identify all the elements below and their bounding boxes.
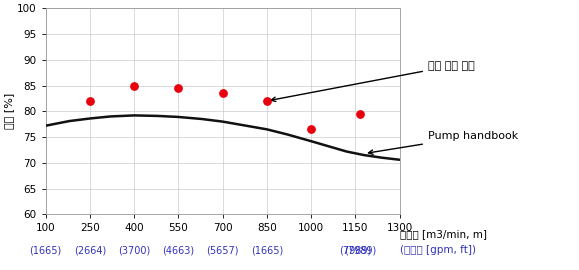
Text: (7989): (7989) — [339, 245, 372, 255]
Point — [306, 127, 316, 131]
Text: (1665): (1665) — [251, 245, 283, 255]
Text: (2664): (2664) — [74, 245, 106, 255]
Y-axis label: 효율 [%]: 효율 [%] — [4, 93, 14, 129]
Point — [130, 83, 139, 88]
Point — [355, 112, 364, 116]
Point — [174, 86, 183, 90]
Text: (7989): (7989) — [344, 245, 376, 255]
Text: 최적 설계 펌프: 최적 설계 펌프 — [271, 61, 475, 102]
Text: (5657): (5657) — [206, 245, 239, 255]
Text: (1665): (1665) — [30, 245, 62, 255]
Point — [218, 91, 227, 95]
Text: 비속도 [m3/min, m]: 비속도 [m3/min, m] — [400, 229, 486, 239]
Text: (4663): (4663) — [162, 245, 195, 255]
Point — [262, 99, 272, 103]
Text: (비속도 [gpm, ft]): (비속도 [gpm, ft]) — [400, 245, 475, 255]
Point — [85, 99, 94, 103]
Text: Pump handbook: Pump handbook — [368, 131, 518, 154]
Text: (3700): (3700) — [118, 245, 150, 255]
